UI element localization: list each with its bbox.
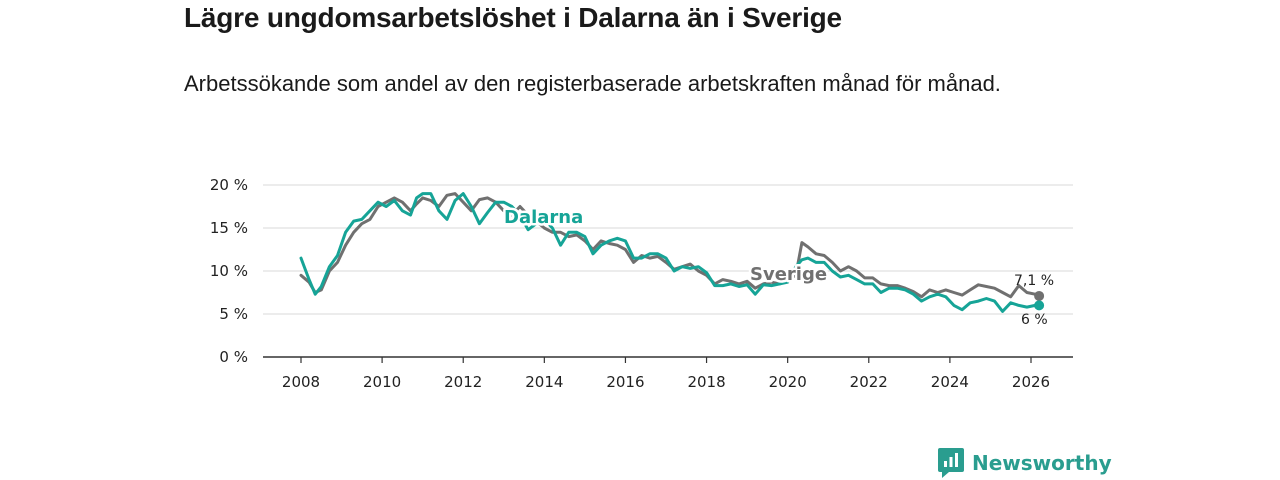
end-label-sverige: 7,1 % [1014,273,1054,289]
chart-title: Lägre ungdomsarbetslöshet i Dalarna än i… [184,2,842,33]
chart-subtitle: Arbetssökande som andel av den registerb… [184,71,1001,96]
x-axis-ticks: 2008 2010 2012 2014 2016 2018 2020 2022 2024 2026 [282,357,1050,391]
end-label-dalarna: 6 % [1021,312,1048,328]
x-tick-label: 2012 [444,373,482,391]
x-tick-label: 2008 [282,373,320,391]
brand-name: Newsworthy [972,451,1112,475]
y-tick-label: 20 % [210,176,248,194]
newsworthy-logo-icon [938,448,964,478]
end-point-sverige [1034,290,1045,301]
annotation-dalarna-halo: Dalarna [504,207,583,228]
x-tick-label: 2026 [1012,373,1050,391]
y-tick-label: 0 % [219,348,248,366]
y-tick-label: 10 % [210,262,248,280]
end-point-dalarna [1034,300,1045,311]
x-tick-label: 2016 [606,373,644,391]
x-tick-label: 2022 [850,373,888,391]
y-axis-ticks: 0 % 5 % 10 % 15 % 20 % [210,176,248,366]
x-tick-label: 2020 [769,373,807,391]
x-tick-label: 2018 [687,373,725,391]
annotation-dalarna: Dalarna [504,207,583,228]
annotation-sverige: Sverige [750,264,827,285]
y-tick-label: 15 % [210,219,248,237]
y-tick-label: 5 % [219,305,248,323]
newsworthy-brand: Newsworthy [938,448,1112,478]
series-lines [299,192,1045,313]
x-tick-label: 2010 [363,373,401,391]
gridlines [263,184,1073,358]
x-tick-label: 2014 [525,373,563,391]
annotation-sverige-halo: Sverige [750,264,827,285]
series-line-dalarna [299,192,1041,313]
x-tick-label: 2024 [931,373,969,391]
